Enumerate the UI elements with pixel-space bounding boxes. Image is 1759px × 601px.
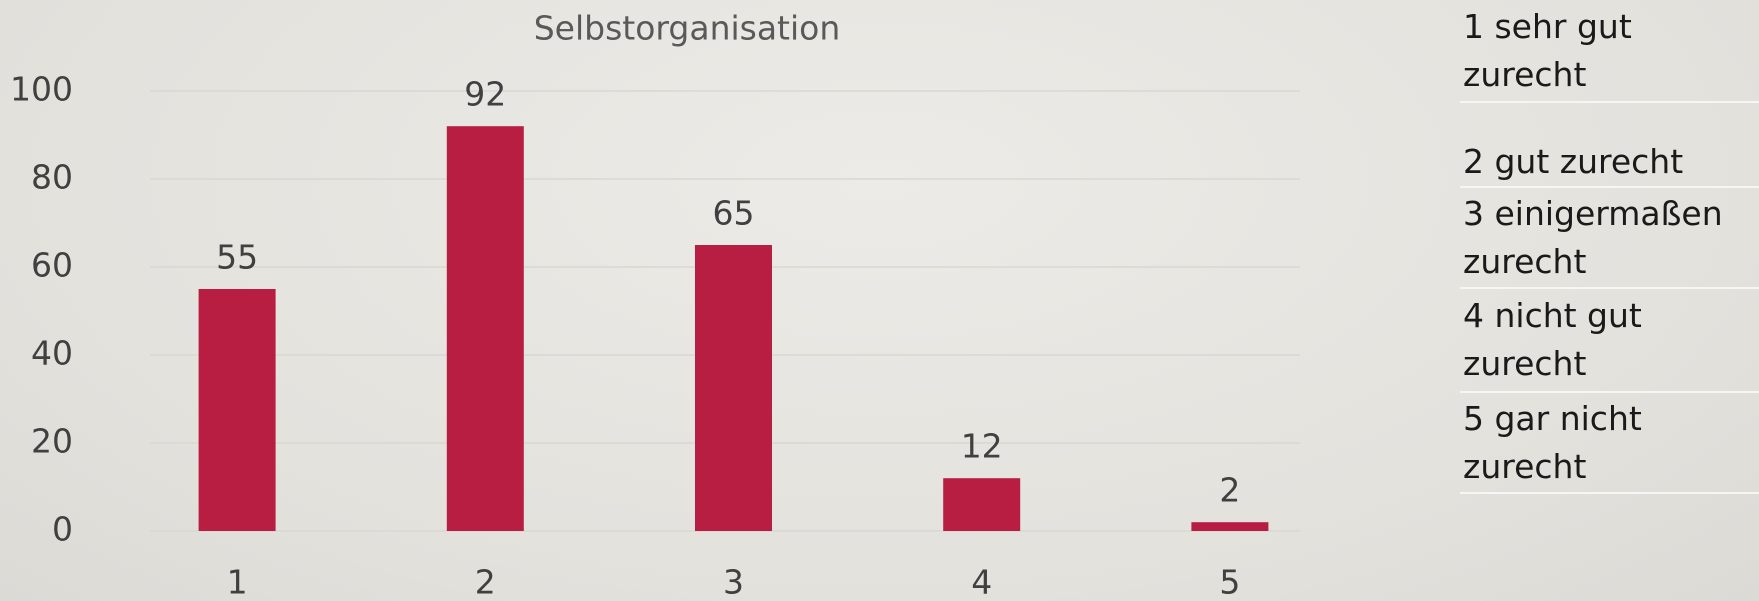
legend-row: 3 einigermaßen zurecht xyxy=(1460,188,1759,289)
data-label: 55 xyxy=(216,238,258,277)
x-tick-label: 2 xyxy=(475,563,496,601)
y-tick-label: 100 xyxy=(10,70,73,109)
bar xyxy=(198,289,276,531)
legend-row: 5 gar nicht zurecht xyxy=(1460,393,1759,494)
x-tick-label: 4 xyxy=(971,563,992,601)
data-label: 2 xyxy=(1219,471,1240,510)
bar xyxy=(695,245,772,531)
x-tick-label: 5 xyxy=(1219,563,1240,601)
legend-row: 2 gut zurecht xyxy=(1460,103,1759,188)
y-tick-label: 60 xyxy=(31,246,73,285)
y-tick-label: 80 xyxy=(31,158,73,197)
x-tick-label: 3 xyxy=(723,563,744,601)
y-tick-label: 0 xyxy=(52,510,73,549)
data-label: 92 xyxy=(464,75,506,114)
bar xyxy=(446,126,524,531)
data-label: 12 xyxy=(961,427,1003,466)
y-tick-label: 20 xyxy=(31,422,73,461)
chart: Selbstorganisation 0 20 40 60 80 100 1 55 2 92 3 65… xyxy=(10,9,1300,601)
legend-row: 4 nicht gut zurecht xyxy=(1460,289,1759,393)
bar xyxy=(1191,522,1269,531)
x-tick-label: 1 xyxy=(227,563,248,601)
data-label: 65 xyxy=(713,194,755,233)
legend-table: 1 sehr gut zurecht 2 gut zurecht 3 einiger… xyxy=(1460,0,1759,494)
y-tick-label: 40 xyxy=(31,334,73,373)
legend-row: 1 sehr gut zurecht xyxy=(1460,0,1759,103)
chart-title: Selbstorganisation xyxy=(534,9,841,48)
bar xyxy=(943,478,1021,531)
